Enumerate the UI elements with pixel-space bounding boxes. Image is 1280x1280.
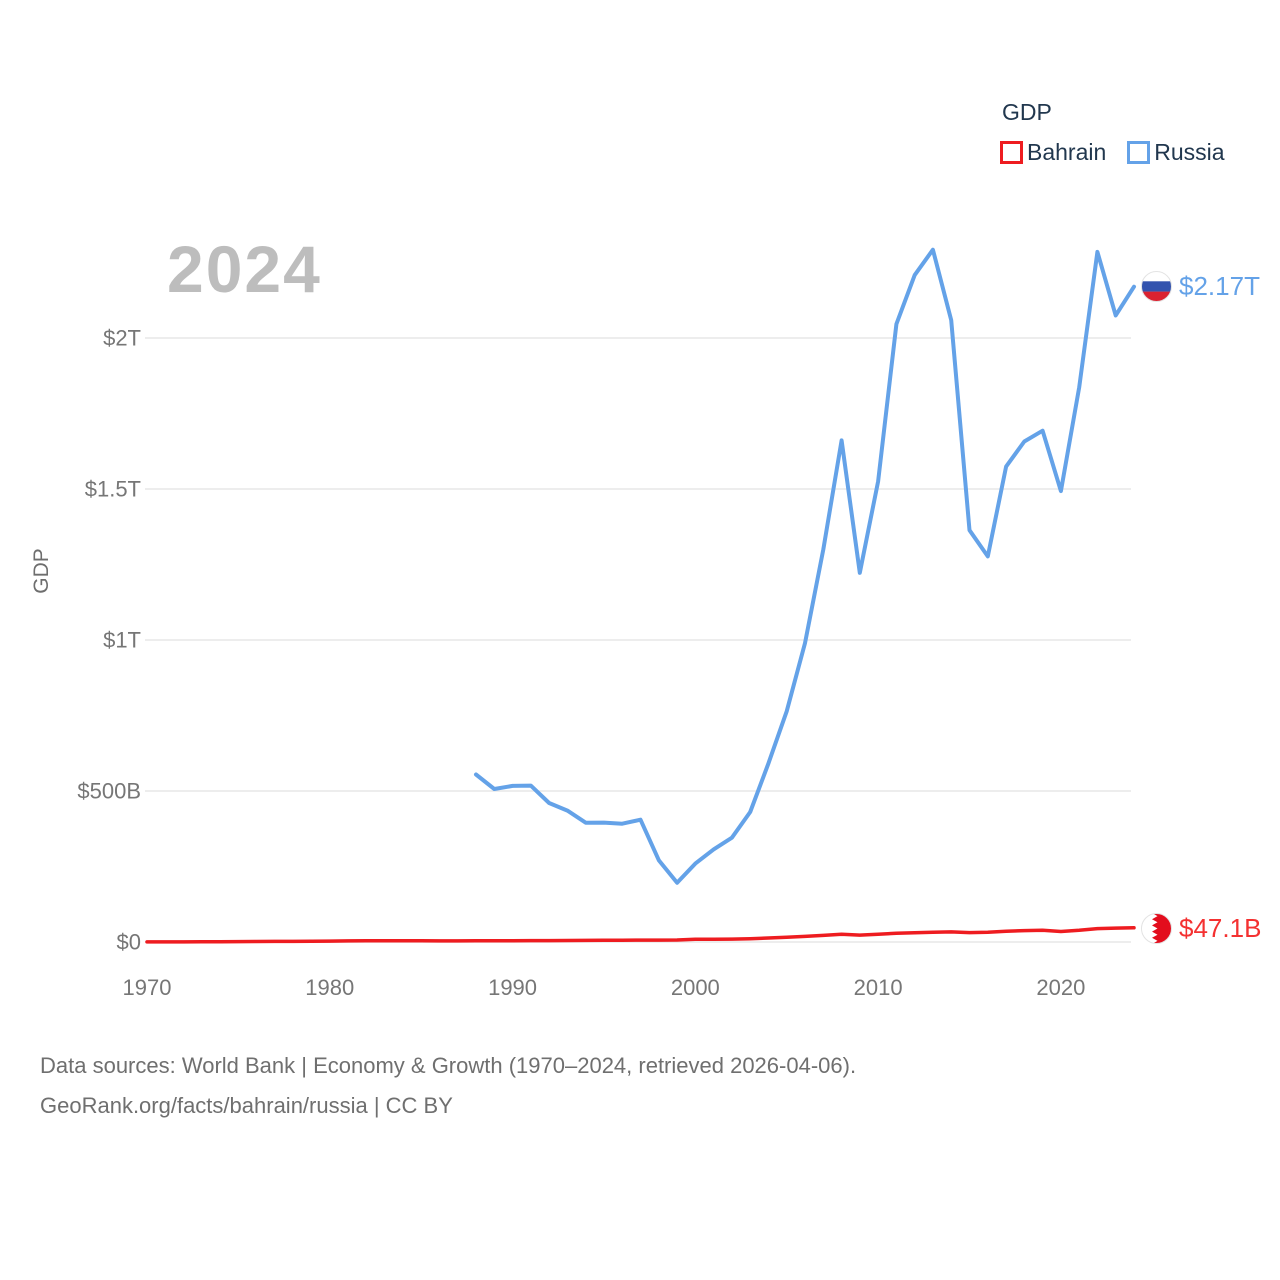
legend-swatch-icon (1127, 141, 1151, 164)
bahrain-gdp-line[interactable] (145, 926, 1136, 944)
legend-item-bahrain[interactable]: Bahrain (1000, 139, 1106, 166)
x-tick-label: 1980 (305, 975, 354, 1000)
y-tick-label: $500B (77, 779, 141, 804)
plot-area: $0 $500B $1T $1.5T $2T 1970 1980 1990 2000 2010 20… (77, 247, 1136, 1000)
y-tick-label: $1T (103, 628, 141, 653)
legend-items: Bahrain Russia (1000, 139, 1260, 166)
russia-gdp-line[interactable] (474, 247, 1136, 885)
legend-title: GDP (1002, 99, 1052, 125)
footer-attribution-line: GeoRank.org/facts/bahrain/russia | CC BY (40, 1093, 453, 1118)
footer-sources-line: Data sources: World Bank | Economy & Gro… (40, 1053, 857, 1078)
legend: GDP Bahrain Russia (1000, 99, 1260, 166)
russia-end-value: $2.17T (1179, 271, 1260, 301)
y-axis-title: GDP (30, 548, 53, 594)
x-tick-label: 2020 (1036, 975, 1085, 1000)
chart-year-title: 2024 (167, 232, 322, 306)
legend-item-label: Russia (1154, 139, 1225, 165)
legend-item-russia[interactable]: Russia (1127, 139, 1225, 166)
bahrain-flag-icon (1141, 913, 1172, 944)
legend-swatch-icon (1000, 141, 1023, 164)
legend-item-label: Bahrain (1027, 139, 1107, 165)
y-tick-label: $1.5T (85, 477, 141, 502)
bahrain-end-marker: $47.1B (1141, 913, 1261, 944)
x-tick-label: 2000 (671, 975, 720, 1000)
y-tick-label: $0 (117, 930, 141, 955)
y-tick-label: $2T (103, 326, 141, 351)
x-tick-label: 2010 (854, 975, 903, 1000)
russia-flag-icon (1141, 271, 1172, 302)
bahrain-end-value: $47.1B (1179, 913, 1262, 943)
x-tick-label: 1970 (123, 975, 172, 1000)
russia-end-marker: $2.17T (1141, 271, 1260, 302)
footer: Data sources: World Bank | Economy & Gro… (40, 1046, 856, 1126)
x-tick-label: 1990 (488, 975, 537, 1000)
